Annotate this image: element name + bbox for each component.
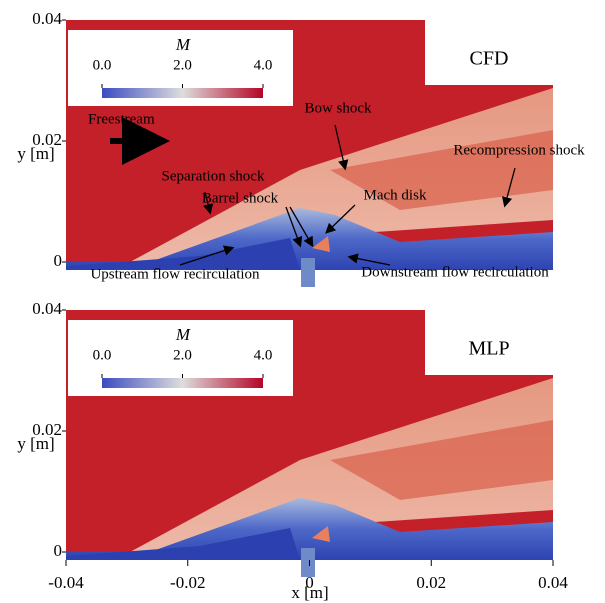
colorbar xyxy=(102,88,263,98)
colorbar-tick-label: 4.0 xyxy=(254,347,273,363)
colorbar-tick-label: 0.0 xyxy=(93,57,112,73)
annotation: Downstream flow recirculation xyxy=(361,264,549,280)
annotation: Separation shock xyxy=(162,168,265,184)
annotation: Upstream flow recirculation xyxy=(90,266,260,282)
colorbar-tick-label: 4.0 xyxy=(254,57,273,73)
colorbar-tick-label: 2.0 xyxy=(173,347,192,363)
panel-label: MLP xyxy=(468,338,509,360)
x-tick-label: 0.04 xyxy=(538,573,568,592)
x-tick-label: -0.02 xyxy=(170,573,205,592)
colorbar-tick-label: 0.0 xyxy=(93,347,112,363)
y-tick-label: 0 xyxy=(54,251,63,270)
annotation: Recompression shock xyxy=(453,142,585,158)
annotation: Bow shock xyxy=(304,100,372,116)
y-axis-label: y [m] xyxy=(17,434,54,453)
colorbar-title: M xyxy=(175,325,191,344)
jet-nozzle xyxy=(301,258,315,287)
x-tick-label: 0.02 xyxy=(416,573,446,592)
panel-label: CFD xyxy=(470,48,509,70)
y-tick-label: 0.04 xyxy=(32,299,62,318)
colorbar xyxy=(102,378,263,388)
colorbar-title: M xyxy=(175,35,191,54)
colorbar-tick-label: 2.0 xyxy=(173,57,192,73)
x-axis-label: x [m] xyxy=(291,583,328,602)
y-axis-label: y [m] xyxy=(17,144,54,163)
y-tick-label: 0 xyxy=(54,541,63,560)
figure: M 0.0 2.0 4.0 CFD 0 0.02 0.04 y [m] Freestream Bow… xyxy=(0,0,605,603)
y-tick-label: 0.04 xyxy=(32,9,62,28)
annotation: Freestream xyxy=(88,111,155,127)
annotation: Barrel shock xyxy=(202,190,279,206)
annotation: Mach disk xyxy=(364,187,427,203)
x-tick-label: -0.04 xyxy=(48,573,84,592)
